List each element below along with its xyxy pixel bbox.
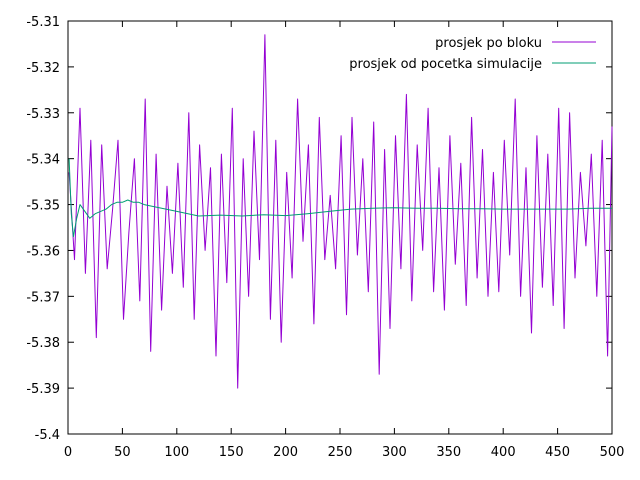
legend: prosjek po bloku prosjek od pocetka simul… bbox=[349, 36, 596, 72]
plot-frame bbox=[67, 20, 613, 435]
x-tick-label: 350 bbox=[436, 445, 461, 460]
x-tick-label: 0 bbox=[64, 445, 72, 460]
x-axis: 0 50 100 150 200 250 300 350 400 450 500 bbox=[64, 21, 625, 460]
x-tick-label: 300 bbox=[382, 445, 407, 460]
y-tick-label: -5.34 bbox=[26, 153, 60, 168]
y-tick-label: -5.4 bbox=[35, 428, 60, 443]
y-tick-label: -5.39 bbox=[26, 382, 60, 397]
y-tick-label: -5.37 bbox=[26, 290, 60, 305]
x-tick-label: 500 bbox=[600, 445, 625, 460]
series-layer bbox=[68, 34, 613, 389]
x-tick-label: 150 bbox=[219, 445, 244, 460]
x-tick-label: 100 bbox=[164, 445, 189, 460]
legend-label-1: prosjek po bloku bbox=[435, 36, 542, 51]
x-tick-label: 400 bbox=[491, 445, 516, 460]
y-tick-label: -5.36 bbox=[26, 244, 60, 259]
y-tick-label: -5.35 bbox=[26, 199, 60, 214]
y-axis: -5.31 -5.32 -5.33 -5.34 -5.35 -5.36 -5.37 -5.38… bbox=[26, 15, 612, 443]
series-line-2 bbox=[68, 158, 612, 238]
series-line-1 bbox=[68, 34, 613, 389]
x-tick-label: 200 bbox=[273, 445, 298, 460]
y-tick-label: -5.38 bbox=[26, 336, 60, 351]
legend-label-2: prosjek od pocetka simulacije bbox=[349, 57, 542, 72]
x-tick-label: 250 bbox=[328, 445, 353, 460]
x-tick-label: 50 bbox=[114, 445, 131, 460]
x-tick-label: 450 bbox=[545, 445, 570, 460]
y-tick-label: -5.33 bbox=[26, 107, 60, 122]
y-tick-label: -5.31 bbox=[26, 15, 60, 30]
y-tick-label: -5.32 bbox=[26, 61, 60, 76]
